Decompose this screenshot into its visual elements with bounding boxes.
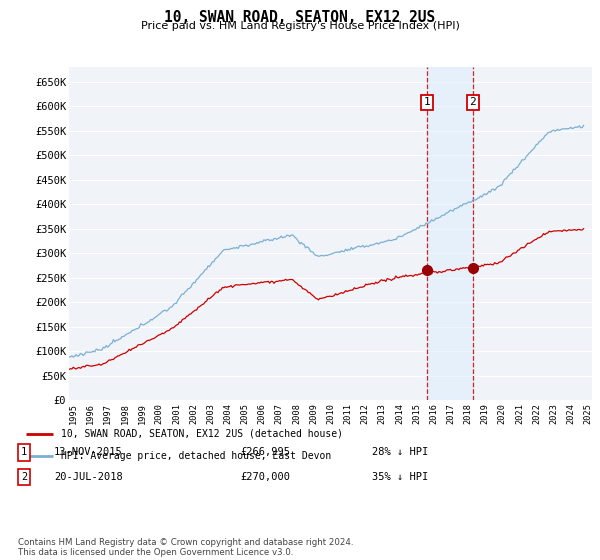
- Text: 2002: 2002: [189, 403, 198, 423]
- Text: 2017: 2017: [446, 403, 455, 423]
- Text: 1996: 1996: [86, 403, 95, 423]
- Text: Price paid vs. HM Land Registry's House Price Index (HPI): Price paid vs. HM Land Registry's House …: [140, 21, 460, 31]
- Text: 2018: 2018: [464, 403, 473, 423]
- Text: HPI: Average price, detached house, East Devon: HPI: Average price, detached house, East…: [61, 451, 331, 460]
- Text: 1995: 1995: [69, 403, 78, 423]
- Text: 2021: 2021: [515, 403, 524, 423]
- Text: 10, SWAN ROAD, SEATON, EX12 2US: 10, SWAN ROAD, SEATON, EX12 2US: [164, 10, 436, 25]
- Bar: [427, 67, 473, 400]
- Text: 1: 1: [424, 97, 430, 108]
- Text: 13-NOV-2015: 13-NOV-2015: [54, 447, 123, 458]
- Text: 2003: 2003: [206, 403, 215, 423]
- Text: 1997: 1997: [103, 403, 112, 423]
- Text: 10, SWAN ROAD, SEATON, EX12 2US (detached house): 10, SWAN ROAD, SEATON, EX12 2US (detache…: [61, 429, 343, 439]
- Text: Contains HM Land Registry data © Crown copyright and database right 2024.
This d: Contains HM Land Registry data © Crown c…: [18, 538, 353, 557]
- Text: £266,995: £266,995: [240, 447, 290, 458]
- Text: 20-JUL-2018: 20-JUL-2018: [54, 472, 123, 482]
- Text: 2023: 2023: [550, 403, 559, 423]
- Text: 2022: 2022: [532, 403, 541, 423]
- Text: 2014: 2014: [395, 403, 404, 423]
- Text: £270,000: £270,000: [240, 472, 290, 482]
- Text: 2011: 2011: [343, 403, 352, 423]
- Text: 2001: 2001: [172, 403, 181, 423]
- Text: 28% ↓ HPI: 28% ↓ HPI: [372, 447, 428, 458]
- Text: 2015: 2015: [412, 403, 421, 423]
- Text: 2016: 2016: [429, 403, 438, 423]
- Text: 2004: 2004: [223, 403, 232, 423]
- Text: 2019: 2019: [481, 403, 490, 423]
- Text: 2005: 2005: [241, 403, 250, 423]
- Text: 2012: 2012: [361, 403, 370, 423]
- Text: 2013: 2013: [378, 403, 387, 423]
- Text: 1998: 1998: [121, 403, 130, 423]
- Text: 2008: 2008: [292, 403, 301, 423]
- Text: 2009: 2009: [309, 403, 318, 423]
- Text: 2025: 2025: [584, 403, 593, 423]
- Text: 1999: 1999: [137, 403, 146, 423]
- Text: 2: 2: [21, 472, 27, 482]
- Text: 35% ↓ HPI: 35% ↓ HPI: [372, 472, 428, 482]
- Text: 2000: 2000: [155, 403, 164, 423]
- Text: 2010: 2010: [326, 403, 335, 423]
- Text: 2007: 2007: [275, 403, 284, 423]
- Text: 2006: 2006: [257, 403, 266, 423]
- Text: 2024: 2024: [566, 403, 575, 423]
- Text: 1: 1: [21, 447, 27, 458]
- Text: 2: 2: [470, 97, 476, 108]
- Text: 2020: 2020: [498, 403, 507, 423]
